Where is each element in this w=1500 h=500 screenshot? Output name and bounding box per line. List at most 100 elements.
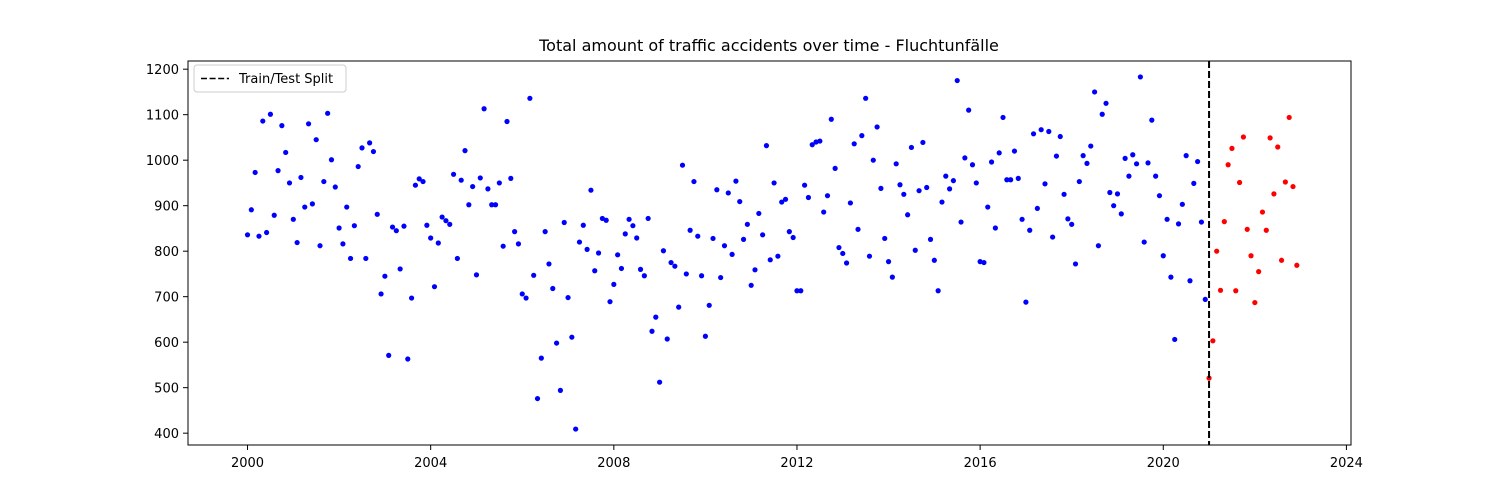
train-point (504, 118, 510, 125)
train-point (710, 235, 716, 242)
train-point (492, 202, 499, 208)
train-point (1084, 160, 1090, 166)
test-point (1286, 114, 1292, 121)
train-point (893, 161, 899, 167)
train-point (550, 285, 556, 292)
train-point (1107, 189, 1113, 196)
train-point (1183, 153, 1189, 159)
train-point (1095, 243, 1102, 249)
train-point (462, 148, 468, 154)
train-point (1008, 177, 1014, 183)
train-point (466, 202, 472, 208)
train-point (969, 162, 976, 168)
train-point (489, 202, 495, 208)
train-point (782, 196, 789, 202)
train-point (771, 180, 777, 186)
train-point (573, 426, 579, 432)
train-point (660, 248, 667, 254)
train-point (1057, 133, 1063, 140)
train-point (409, 295, 415, 301)
x-tick-label: 2016 (964, 456, 997, 471)
train-point (1088, 143, 1094, 149)
train-point (546, 261, 552, 267)
train-point (1004, 177, 1010, 183)
test-point (1275, 144, 1281, 150)
train-point (317, 243, 323, 249)
train-point (832, 165, 838, 171)
train-point (363, 255, 369, 262)
train-point (397, 266, 403, 272)
train-point (576, 239, 583, 245)
train-point (870, 157, 876, 163)
train-point (744, 221, 750, 227)
test-point (1206, 375, 1212, 381)
train-point (889, 274, 895, 280)
train-point (424, 222, 430, 228)
train-point (1145, 160, 1151, 166)
train-point (313, 137, 319, 143)
train-point (1149, 117, 1155, 123)
train-point (1126, 173, 1132, 179)
train-point (260, 118, 266, 124)
train-point (264, 229, 270, 236)
train-point (691, 178, 697, 185)
test-point (1294, 262, 1300, 268)
train-point (641, 273, 647, 279)
train-point (443, 218, 449, 224)
train-point (305, 121, 312, 127)
train-point (634, 235, 640, 241)
train-point (1175, 221, 1182, 227)
train-point (332, 184, 338, 190)
y-tick-label: 800 (154, 245, 179, 260)
train-point (252, 169, 258, 176)
train-point (344, 204, 350, 210)
train-point (1141, 239, 1147, 245)
train-point (1168, 274, 1174, 280)
train-point (985, 204, 991, 210)
train-point (1030, 131, 1037, 137)
y-tick-label: 500 (154, 382, 179, 397)
train-point (378, 291, 384, 297)
train-point (405, 356, 411, 362)
y-tick-label: 600 (154, 336, 179, 351)
train-point (1153, 173, 1159, 179)
train-point (794, 288, 800, 294)
train-point (1080, 153, 1086, 159)
train-point (1038, 127, 1044, 133)
test-point (1282, 179, 1288, 185)
train-point (351, 223, 357, 229)
train-point (256, 233, 262, 239)
train-point (729, 251, 735, 257)
train-point (523, 295, 529, 301)
train-point (885, 259, 892, 265)
test-point (1229, 145, 1235, 151)
train-point (611, 281, 617, 287)
train-point (1195, 158, 1201, 165)
train-point (882, 235, 888, 242)
train-point (1187, 278, 1193, 284)
train-point (607, 299, 613, 305)
train-point (569, 334, 575, 340)
train-point (763, 143, 770, 149)
train-point (431, 284, 438, 290)
train-point (450, 171, 457, 177)
train-point (481, 106, 487, 112)
train-point (695, 233, 701, 239)
train-point (733, 178, 739, 184)
test-point (1225, 162, 1231, 168)
train-point (370, 148, 377, 155)
train-point (657, 379, 663, 385)
train-point (302, 204, 308, 210)
train-point (851, 141, 857, 147)
train-point (496, 180, 502, 186)
train-point (1172, 336, 1178, 343)
train-point (664, 336, 670, 342)
train-point (1061, 191, 1067, 197)
train-point (847, 200, 853, 206)
x-tick-label: 2020 (1147, 456, 1180, 471)
train-point (1191, 180, 1197, 186)
train-point (508, 175, 514, 181)
train-point (821, 209, 827, 215)
train-point (950, 178, 957, 184)
train-point (809, 142, 815, 148)
